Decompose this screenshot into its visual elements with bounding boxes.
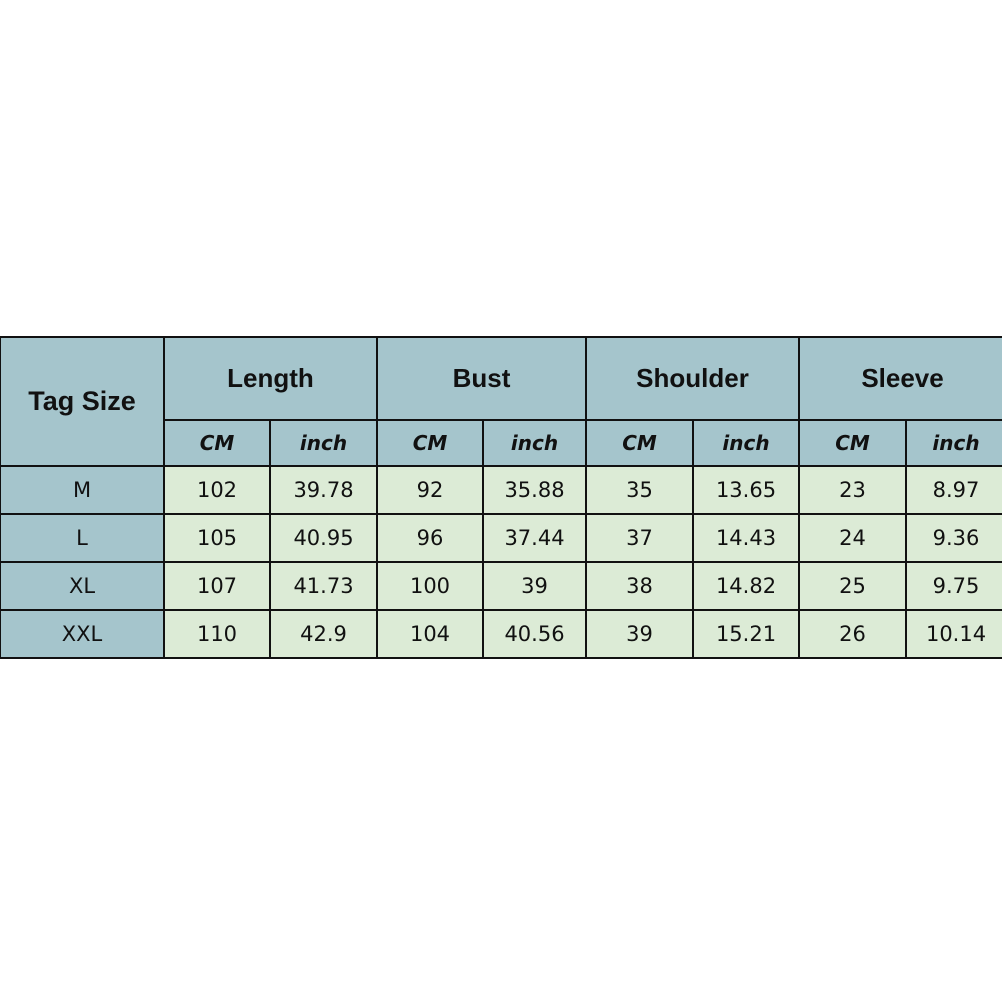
unit-cm: CM — [798, 419, 908, 467]
measurement-cell: 35 — [585, 465, 694, 515]
measurement-cell: 13.65 — [691, 465, 801, 515]
unit-header-row: CM inch CM inch CM inch CM inch — [0, 419, 1002, 467]
unit-cm: CM — [163, 419, 271, 467]
measurement-cell: 24 — [798, 513, 908, 563]
unit-cm: CM — [585, 419, 694, 467]
unit-inch: inch — [691, 419, 801, 467]
measurement-cell: 105 — [163, 513, 271, 563]
measurement-cell: 9.75 — [905, 561, 1002, 611]
measurement-cell: 104 — [376, 609, 484, 659]
measurement-cell: 10.14 — [905, 609, 1002, 659]
unit-cm: CM — [376, 419, 484, 467]
measurement-cell: 35.88 — [482, 465, 587, 515]
size-chart-table: Tag Size Length Bust Shoulder Sleeve CM … — [0, 336, 1002, 659]
measurement-cell: 40.56 — [482, 609, 587, 659]
size-label: XL — [0, 561, 165, 611]
measurement-cell: 23 — [798, 465, 908, 515]
measurement-cell: 100 — [376, 561, 484, 611]
length-header: Length — [163, 336, 378, 421]
group-header-row: Tag Size Length Bust Shoulder Sleeve — [0, 336, 1002, 467]
measurement-cell: 40.95 — [269, 513, 378, 563]
measurement-cell: 110 — [163, 609, 271, 659]
measurement-cell: 26 — [798, 609, 908, 659]
measurement-cell: 25 — [798, 561, 908, 611]
unit-inch: inch — [905, 419, 1002, 467]
measurement-cell: 42.9 — [269, 609, 378, 659]
table-row: XXL 110 42.9 104 40.56 39 15.21 26 10.14 — [0, 609, 1002, 659]
measurement-cell: 107 — [163, 561, 271, 611]
table-row: L 105 40.95 96 37.44 37 14.43 24 9.36 — [0, 513, 1002, 563]
bust-header: Bust — [376, 336, 587, 421]
size-label: XXL — [0, 609, 165, 659]
measurement-cell: 37.44 — [482, 513, 587, 563]
measurement-cell: 14.43 — [691, 513, 801, 563]
measurement-cell: 8.97 — [905, 465, 1002, 515]
measurement-cell: 37 — [585, 513, 694, 563]
table-row: XL 107 41.73 100 39 38 14.82 25 9.75 — [0, 561, 1002, 611]
measurement-cell: 39.78 — [269, 465, 378, 515]
sleeve-header: Sleeve — [798, 336, 1002, 421]
measurement-cell: 41.73 — [269, 561, 378, 611]
measurement-cell: 102 — [163, 465, 271, 515]
measurement-cell: 92 — [376, 465, 484, 515]
measurement-cell: 14.82 — [691, 561, 801, 611]
measurement-cell: 96 — [376, 513, 484, 563]
table-row: M 102 39.78 92 35.88 35 13.65 23 8.97 — [0, 465, 1002, 515]
size-label: M — [0, 465, 165, 515]
size-label: L — [0, 513, 165, 563]
measurement-cell: 39 — [585, 609, 694, 659]
unit-inch: inch — [482, 419, 587, 467]
tag-size-header: Tag Size — [0, 336, 165, 467]
measurement-cell: 38 — [585, 561, 694, 611]
unit-inch: inch — [269, 419, 378, 467]
measurement-cell: 9.36 — [905, 513, 1002, 563]
shoulder-header: Shoulder — [584, 336, 801, 421]
measurement-cell: 39 — [482, 561, 587, 611]
measurement-cell: 15.21 — [691, 609, 801, 659]
